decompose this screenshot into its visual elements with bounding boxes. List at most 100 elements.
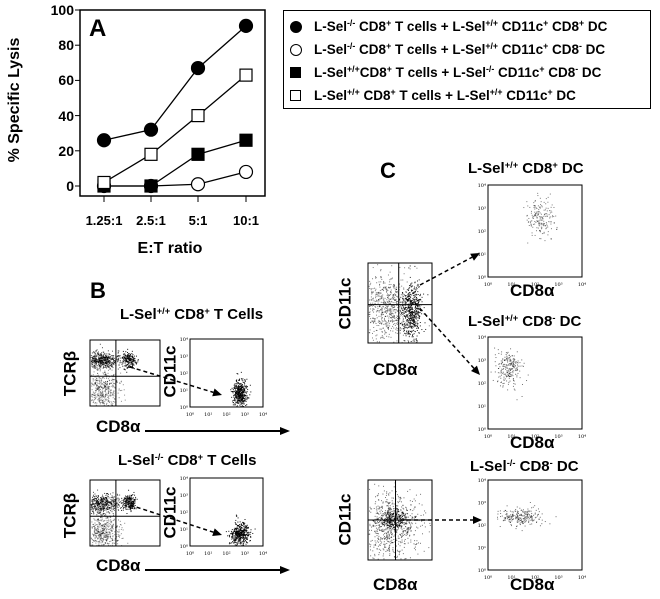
superscript: -/- <box>154 451 164 462</box>
series-line-3 <box>103 74 247 184</box>
text-part: L-Sel <box>120 306 157 323</box>
cd8a-axis-label: CD8α <box>96 556 141 575</box>
text-part: DC <box>557 160 584 177</box>
cd8a-axis-label: CD8α <box>373 575 418 594</box>
text-part: L-Sel <box>314 42 348 57</box>
y-tick-label: 10² <box>478 523 486 529</box>
y-tick-label: 10⁴ <box>180 337 188 343</box>
superscript: - <box>578 41 582 52</box>
open-square-marker-icon <box>290 90 301 101</box>
superscript: + <box>547 87 553 98</box>
y-tick-label: 20 <box>58 142 74 159</box>
text-part: L-Sel <box>470 458 507 475</box>
superscript: +/+ <box>485 41 499 52</box>
text-part: CD8 <box>518 160 553 177</box>
x-tick-label: 10³ <box>241 551 249 557</box>
y-tick-label: 10² <box>478 381 486 387</box>
text-part: CD11c <box>498 19 544 34</box>
cd8a-axis-label: CD8α <box>510 575 555 594</box>
text-part: CD8 <box>544 65 576 80</box>
y-tick-label: 10⁰ <box>478 427 486 433</box>
data-point-3-0 <box>97 175 111 190</box>
plot-frame <box>79 9 266 197</box>
y-tick-label: 100 <box>50 2 74 18</box>
superscript: + <box>390 87 396 98</box>
cd11c-axis-label: CD11c <box>160 486 180 539</box>
filled-square-marker-icon <box>290 67 301 78</box>
text-part: DC <box>581 42 606 57</box>
x-tick-label: 10³ <box>554 434 562 440</box>
gate-arrow <box>400 516 482 524</box>
y-tick-label: 10³ <box>478 358 486 364</box>
data-point-0-0 <box>96 133 112 148</box>
panel-b-label: B <box>90 278 106 303</box>
superscript: + <box>578 18 585 29</box>
data-point-3-1 <box>144 147 158 161</box>
text-part: L-Sel <box>314 65 348 80</box>
y-tick-label: 60 <box>58 72 74 89</box>
superscript: + <box>552 159 558 170</box>
x-tick-label: 10⁰ <box>186 412 194 418</box>
superscript: + <box>543 41 549 52</box>
legend-label: L-Sel-/- CD8+ T cells + L-Sel+/+ CD11c+ … <box>314 41 606 57</box>
superscript: +/+ <box>485 18 499 29</box>
legend: L-Sel-/- CD8+ T cells + L-Sel+/+ CD11c+ … <box>283 10 651 109</box>
superscript: +/+ <box>504 159 519 170</box>
data-point-0-2 <box>190 60 206 76</box>
superscript: - <box>575 64 579 75</box>
text-part: L-Sel <box>314 19 348 34</box>
cd11c-vs-cd8-plot-dc-wt <box>367 262 433 344</box>
y-tick-label: 10¹ <box>180 388 188 394</box>
data-point-0-3 <box>238 18 254 33</box>
text-part: DC <box>552 88 576 103</box>
data-point-2-2 <box>191 147 205 161</box>
cd8a-axis-label: CD8α <box>510 281 555 300</box>
panel-c-title-cd8neg-dc: L-Sel+/+ CD8- DC <box>468 312 582 330</box>
x-tick-label: 10⁰ <box>484 434 492 440</box>
x-tick-label: 10² <box>531 282 539 288</box>
text-part: L-Sel <box>314 88 348 103</box>
superscript: + <box>543 18 549 29</box>
series-line-0 <box>103 25 247 141</box>
text-part: CD8 <box>548 19 579 34</box>
cd8a-axis-label: CD8α <box>510 433 555 452</box>
text-part: CD8 <box>359 88 391 103</box>
text-part: DC <box>555 313 582 330</box>
y-tick-label: 10³ <box>478 206 486 212</box>
y-tick-label: 10⁴ <box>478 478 486 484</box>
panel-a-label: A <box>89 15 107 42</box>
gate-arrow <box>414 302 480 375</box>
superscript: +/+ <box>156 305 171 316</box>
superscript: + <box>197 451 204 462</box>
superscript: + <box>204 305 210 316</box>
panel-c-title-cd8pos-dc: L-Sel+/+ CD8+ DC <box>468 159 584 177</box>
x-tick-label: 10² <box>222 412 230 418</box>
y-tick-label: 10³ <box>180 354 188 360</box>
text-part: T cells + L-Sel <box>391 65 487 80</box>
x-tick-label: 2.5:1 <box>136 213 166 228</box>
cd8a-axis-arrow <box>145 566 290 574</box>
superscript: - <box>552 312 556 323</box>
series-line-2 <box>104 139 247 187</box>
text-part: CD8 <box>170 306 205 323</box>
panel-b-top-title: L-Sel+/+ CD8+ T Cells <box>120 305 264 323</box>
y-tick-label: 10¹ <box>478 252 486 258</box>
data-point-3-3 <box>239 68 253 82</box>
y-tick-label: 10¹ <box>180 527 188 533</box>
y-tick-label: 10³ <box>180 493 188 499</box>
cd8a-axis-label: CD8α <box>96 417 141 436</box>
panel-b-bottom-title: L-Sel-/- CD8+ T Cells <box>118 451 256 468</box>
tcrb-vs-cd8-plot-wt <box>89 339 161 407</box>
x-tick-label: 10¹ <box>204 412 212 418</box>
text-part: T Cells <box>209 306 264 323</box>
text-part: CD11c <box>498 42 544 57</box>
x-tick-label: 10⁴ <box>259 412 267 418</box>
legend-label: L-Sel+/+ CD8+ T cells + L-Sel+/+ CD11c+ … <box>314 87 576 103</box>
data-point-2-3 <box>239 133 253 147</box>
tcrb-axis-label: TCRβ <box>60 350 80 397</box>
x-tick-label: 10⁴ <box>578 575 586 581</box>
